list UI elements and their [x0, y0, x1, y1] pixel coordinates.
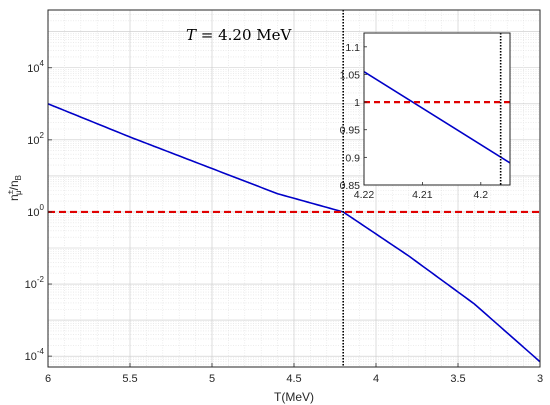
- main-ticks: 6 5.5 5 4.5 4 3.5 3 10-4 10-2 100 102 104: [25, 59, 543, 385]
- x-tick-label: 6: [45, 373, 51, 385]
- inset-y-tick-label: 1.05: [340, 69, 361, 81]
- series-curve: [47, 103, 541, 363]
- inset-background: [364, 33, 510, 185]
- inset-x-tick-label: 4.21: [412, 189, 433, 201]
- annotation: T = 4.20 MeV: [186, 26, 293, 44]
- inset-chart: 4.22 4.21 4.2 0.85 0.9 0.95 1 1.05 1.1: [340, 32, 511, 201]
- x-axis-label: T(MeV): [274, 390, 314, 404]
- inset-ticks: 4.22 4.21 4.2 0.85 0.9 0.95 1 1.05 1.1: [340, 42, 489, 201]
- x-tick-label: 3.5: [450, 373, 465, 385]
- y-tick-label: 10-4: [25, 347, 45, 363]
- x-tick-label: 5: [209, 373, 215, 385]
- inset-series: [363, 33, 511, 185]
- x-tick-label: 3: [537, 373, 543, 385]
- ylabel-slash: /n: [7, 180, 21, 190]
- main-series: [47, 10, 541, 367]
- inset-y-tick-label: 1: [354, 97, 360, 109]
- x-tick-label: 4.5: [286, 373, 301, 385]
- inset-x-tick-label: 4.22: [354, 189, 375, 201]
- inset-y-tick-label: 0.95: [340, 125, 361, 137]
- inset-y-tick-label: 1.1: [345, 42, 360, 54]
- y-tick-label: 104: [27, 59, 44, 75]
- ylabel-sub1: μ: [14, 190, 23, 195]
- annotation-lhs: T =: [186, 26, 218, 44]
- ylabel-base: n: [7, 194, 21, 201]
- inset-x-tick-label: 4.2: [473, 189, 488, 201]
- ylabel-sub2: B: [14, 175, 23, 180]
- inset-y-tick-label: 0.85: [340, 180, 361, 192]
- inset-series-curve: [363, 71, 511, 164]
- ylabel-sup1: ±: [6, 189, 15, 194]
- y-tick-label: 102: [27, 131, 44, 147]
- annotation-rhs: 4.20 MeV: [218, 26, 292, 44]
- inset-frame: [363, 32, 511, 186]
- x-tick-label: 4: [373, 373, 379, 385]
- x-tick-label: 5.5: [122, 373, 137, 385]
- y-tick-label: 100: [27, 203, 44, 219]
- inset-y-tick-label: 0.9: [345, 152, 360, 164]
- y-tick-label: 10-2: [25, 275, 45, 291]
- y-axis-label: n±μ/nB: [6, 175, 23, 201]
